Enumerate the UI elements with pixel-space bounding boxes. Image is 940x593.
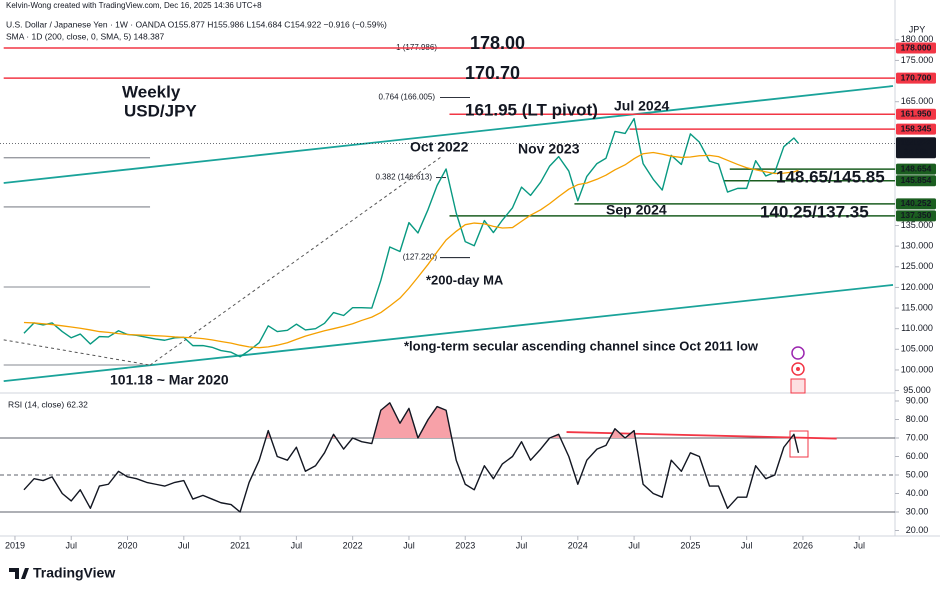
level-label-box <box>896 42 936 54</box>
y-tick-label: 30.00 <box>906 506 929 516</box>
y-tick-label: 120.000 <box>901 282 934 292</box>
highlight-box <box>789 430 809 458</box>
last-price-box <box>896 137 936 159</box>
y-tick-label: 20.00 <box>906 525 929 535</box>
y-tick-label: 40.00 <box>906 488 929 498</box>
y-tick-label: 175.000 <box>901 55 934 65</box>
y-tick-label: 90.00 <box>906 395 929 405</box>
x-tick-label: 2024 <box>568 540 588 550</box>
x-tick-label: 2026 <box>793 540 813 550</box>
icon <box>791 346 805 360</box>
y-tick-label: 60.00 <box>906 451 929 461</box>
side-icons <box>790 346 806 394</box>
level-label: 145.854 <box>901 175 932 185</box>
y-tick-label: 100.000 <box>901 364 934 374</box>
level-label-box <box>896 175 936 187</box>
x-tick-label: 2023 <box>455 540 475 550</box>
trendline <box>3 284 894 383</box>
x-tick-label: Jul <box>516 540 528 550</box>
x-tick-label: Jul <box>853 540 865 550</box>
header-text: U.S. Dollar / Japanese Yen · 1W · OANDA … <box>6 19 387 29</box>
annotation: Jul 2024 <box>614 98 669 114</box>
annotation: 170.70 <box>465 63 520 83</box>
y-tick-label: 95.000 <box>903 385 931 395</box>
trendline <box>3 85 894 184</box>
icon <box>790 378 806 394</box>
logo-mark <box>9 568 29 579</box>
y-tick-label: 70.00 <box>906 432 929 442</box>
level-label-box <box>896 72 936 84</box>
annotation: USD/JPY <box>124 101 197 120</box>
header-text: SMA · 1D (200, close, 0, SMA, 5) 148.387 <box>6 31 165 41</box>
x-tick-label: 2022 <box>343 540 363 550</box>
y-tick-label: 105.000 <box>901 344 934 354</box>
level-label: 161.950 <box>901 109 932 119</box>
level-label: 148.654 <box>901 163 932 173</box>
y-tick-label: 110.000 <box>901 323 933 333</box>
x-tick-label: 2020 <box>118 540 138 550</box>
series-line <box>23 151 799 349</box>
y-tick-label: 130.000 <box>901 241 934 251</box>
icon <box>791 362 805 376</box>
level-label-box <box>896 198 936 210</box>
annotation: Sep 2024 <box>606 202 667 218</box>
fib-label: 0.764 (166.005) <box>379 93 436 102</box>
x-tick-label: Jul <box>628 540 640 550</box>
annotation: 161.95 (LT pivot) <box>465 100 598 119</box>
tradingview-logo: TradingView <box>9 565 115 581</box>
panel-title: RSI (14, close) 62.32 <box>8 399 88 409</box>
x-tick-label: Jul <box>65 540 77 550</box>
annotation: *200-day MA <box>426 272 504 287</box>
x-tick-label: Jul <box>178 540 190 550</box>
x-tick-label: 2025 <box>680 540 700 550</box>
level-label-box <box>896 108 936 120</box>
overbought-fill <box>23 402 799 439</box>
x-tick-label: 2019 <box>5 540 25 550</box>
icon <box>796 367 800 371</box>
trendline <box>3 339 151 366</box>
x-tick-label: Jul <box>403 540 415 550</box>
annotation: Weekly <box>122 82 181 101</box>
y-tick-label: 125.000 <box>901 261 934 271</box>
y-axis-title: JPY <box>909 24 926 34</box>
last-price-label: 154.922 <box>901 138 932 148</box>
level-label: 140.252 <box>901 198 932 208</box>
level-label-box <box>896 210 936 222</box>
annotation: Nov 2023 <box>518 141 580 157</box>
level-label: 170.700 <box>901 72 932 82</box>
level-label: 178.000 <box>901 42 932 52</box>
level-label: 158.345 <box>901 123 932 133</box>
x-tick-label: Jul <box>741 540 753 550</box>
x-tick-label: Jul <box>291 540 303 550</box>
annotation: Oct 2022 <box>410 139 469 155</box>
logo-text: TradingView <box>33 565 115 581</box>
y-tick-label: 80.00 <box>906 414 929 424</box>
annotation: 101.18 ~ Mar 2020 <box>110 372 229 388</box>
y-tick-label: 165.000 <box>901 96 934 106</box>
y-tick-label: 50.00 <box>906 469 929 479</box>
series-line <box>23 402 800 513</box>
level-label-box <box>896 123 936 135</box>
y-tick-label: 180.000 <box>901 34 934 44</box>
level-label-box <box>896 163 936 175</box>
annotation: 148.65/145.85 <box>776 167 885 186</box>
x-tick-label: 2021 <box>230 540 250 550</box>
y-tick-label: 115.000 <box>901 302 933 312</box>
annotation: *long-term secular ascending channel sin… <box>404 338 759 353</box>
countdown-label: 3d 16h <box>904 147 928 156</box>
fib-label: 0.382 (146.613) <box>376 173 433 182</box>
level-label: 137.350 <box>901 210 932 220</box>
annotation: 140.25/137.35 <box>760 202 869 221</box>
header-text: Kelvin-Wong created with TradingView.com… <box>6 1 262 10</box>
annotation: 178.00 <box>470 33 525 53</box>
fib-label: (127.220) <box>403 253 438 262</box>
y-tick-label: 135.000 <box>901 220 934 230</box>
